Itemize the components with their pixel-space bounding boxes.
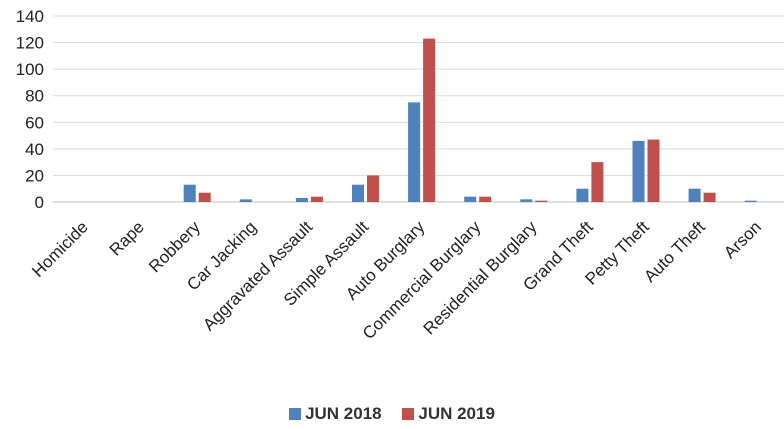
bar-car-jacking-jun-2018 <box>239 199 252 202</box>
bar-robbery-jun-2019 <box>198 192 211 202</box>
bar-grand-theft-jun-2019 <box>591 162 604 202</box>
bar-petty-theft-jun-2018 <box>632 140 645 202</box>
y-tick-label-0: 0 <box>35 193 44 212</box>
x-tick-label-auto-theft: Auto Theft <box>640 217 709 286</box>
bar-auto-burglary-jun-2018 <box>408 102 421 202</box>
bar-simple-assault-jun-2019 <box>367 175 379 202</box>
y-tick-label-120: 120 <box>16 34 44 53</box>
bar-petty-theft-jun-2019 <box>647 139 660 202</box>
x-tick-label-homicide: Homicide <box>28 217 92 281</box>
x-tick-label-rape: Rape <box>106 217 148 259</box>
legend-swatch-jun-2018 <box>289 408 302 420</box>
y-tick-label-140: 140 <box>16 7 44 26</box>
legend-item-jun-2019: JUN 2019 <box>402 404 495 424</box>
bar-residential-burglary-jun-2019 <box>535 200 548 202</box>
legend-label-jun-2019: JUN 2019 <box>418 404 495 423</box>
legend-swatch-jun-2019 <box>402 408 415 420</box>
bar-robbery-jun-2018 <box>183 184 196 202</box>
bar-residential-burglary-jun-2018 <box>520 199 533 202</box>
y-tick-label-60: 60 <box>25 113 44 132</box>
x-tick-label-aggravated-assault: Aggravated Assault <box>199 217 316 334</box>
x-tick-label-arson: Arson <box>720 217 765 262</box>
bar-aggravated-assault-jun-2018 <box>295 198 308 202</box>
bar-aggravated-assault-jun-2019 <box>310 196 323 202</box>
bar-commercial-burglary-jun-2018 <box>464 196 477 202</box>
legend-item-jun-2018: JUN 2018 <box>289 404 382 424</box>
bar-arson-jun-2018 <box>744 200 757 202</box>
bar-commercial-burglary-jun-2019 <box>479 196 492 202</box>
y-tick-label-20: 20 <box>25 166 44 185</box>
legend-label-jun-2018: JUN 2018 <box>305 404 382 423</box>
bar-auto-theft-jun-2019 <box>703 192 716 202</box>
bar-auto-burglary-jun-2019 <box>423 38 436 203</box>
y-tick-label-100: 100 <box>16 60 44 79</box>
bar-simple-assault-jun-2018 <box>352 184 364 202</box>
y-tick-label-80: 80 <box>25 87 44 106</box>
bar-grand-theft-jun-2018 <box>576 188 589 202</box>
y-tick-label-40: 40 <box>25 140 44 159</box>
legend: JUN 2018 JUN 2019 <box>0 404 784 425</box>
bar-auto-theft-jun-2018 <box>688 188 701 202</box>
